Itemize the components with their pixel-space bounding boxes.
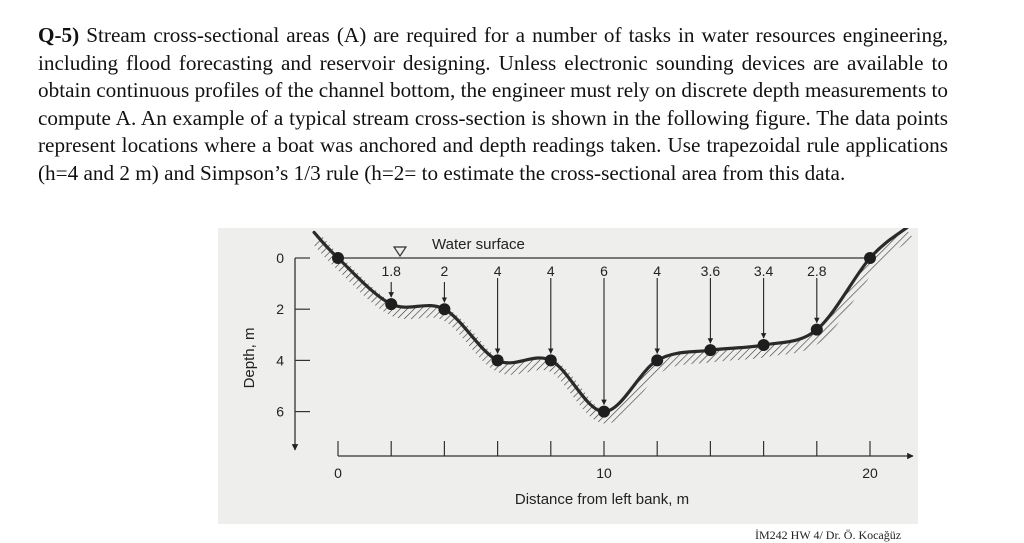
data-point bbox=[810, 323, 823, 336]
channel-profile bbox=[311, 228, 914, 424]
y-tick-label: 2 bbox=[276, 301, 284, 317]
y-axis: 0 2 4 6 Depth, m bbox=[241, 250, 310, 451]
depth-label: 2.8 bbox=[807, 263, 827, 279]
cross-section-figure: 0 2 4 6 Depth, m 0 10 20 Distance from left b… bbox=[218, 228, 918, 524]
x-tick-label: 20 bbox=[862, 465, 878, 481]
y-axis-label: Depth, m bbox=[241, 328, 258, 389]
depth-label: 2 bbox=[441, 263, 449, 279]
data-point bbox=[332, 252, 344, 264]
data-point bbox=[544, 354, 557, 367]
y-tick-label: 0 bbox=[276, 250, 284, 266]
data-point bbox=[864, 252, 876, 264]
water-surface: Water surface bbox=[338, 236, 868, 259]
data-point bbox=[651, 354, 664, 367]
depth-arrows: 1.8 2 4 4 6 4 3.6 3.4 2.8 bbox=[381, 263, 827, 406]
depth-label: 1.8 bbox=[381, 263, 401, 279]
depth-label: 3.6 bbox=[701, 263, 721, 279]
x-tick-label: 0 bbox=[334, 465, 342, 481]
water-surface-icon bbox=[392, 246, 408, 258]
depth-label: 4 bbox=[547, 263, 555, 279]
x-axis-label: Distance from left bank, m bbox=[515, 491, 689, 508]
water-surface-label: Water surface bbox=[432, 236, 525, 253]
x-axis: 0 10 20 Distance from left bank, m bbox=[334, 441, 914, 508]
data-point bbox=[757, 339, 770, 352]
depth-label: 4 bbox=[653, 263, 661, 279]
riverbed-hatching bbox=[311, 228, 914, 424]
depth-label: 6 bbox=[600, 263, 608, 279]
x-tick-label: 10 bbox=[596, 465, 612, 481]
cross-section-chart: 0 2 4 6 Depth, m 0 10 20 Distance from left b… bbox=[241, 228, 914, 508]
question-number: Q-5) bbox=[38, 23, 80, 47]
question-body: Stream cross-sectional areas (A) are req… bbox=[38, 23, 948, 185]
data-point bbox=[704, 344, 717, 357]
depth-label: 3.4 bbox=[754, 263, 774, 279]
channel-bottom-line bbox=[312, 228, 909, 414]
data-point bbox=[491, 354, 504, 367]
y-tick-label: 6 bbox=[276, 404, 284, 420]
footer-text: İM242 HW 4/ Dr. Ö. Kocağüz bbox=[755, 528, 902, 542]
data-point bbox=[385, 298, 398, 311]
data-point bbox=[598, 405, 610, 418]
y-tick-label: 4 bbox=[276, 352, 284, 368]
data-point bbox=[438, 303, 451, 316]
question-text: Q-5) Stream cross-sectional areas (A) ar… bbox=[38, 22, 948, 188]
depth-label: 4 bbox=[494, 263, 502, 279]
